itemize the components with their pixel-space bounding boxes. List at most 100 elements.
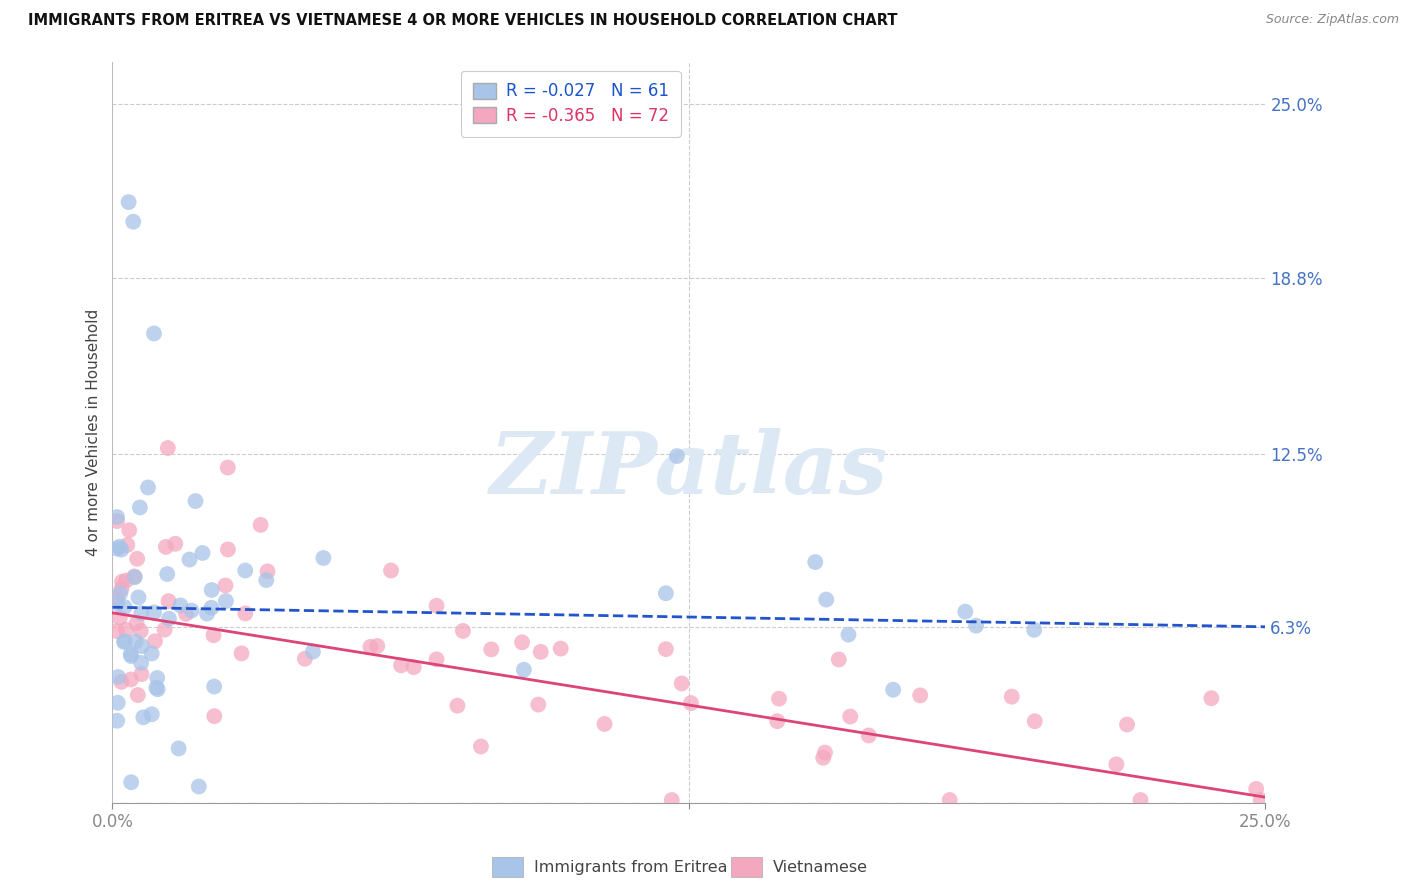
- Y-axis label: 4 or more Vehicles in Household: 4 or more Vehicles in Household: [86, 309, 101, 557]
- Point: [118, 523, 141, 537]
- Point: [882, 682, 904, 697]
- Point: [153, 623, 176, 637]
- Point: [527, 698, 550, 712]
- Point: [425, 652, 447, 666]
- Text: IMMIGRANTS FROM ERITREA VS VIETNAMESE 4 OR MORE VEHICLES IN HOUSEHOLD CORRELATIO: IMMIGRANTS FROM ERITREA VS VIETNAMESE 4 …: [28, 13, 897, 29]
- Point: [120, 648, 142, 663]
- Point: [117, 195, 139, 210]
- Point: [124, 569, 146, 583]
- Point: [120, 673, 142, 687]
- Point: [127, 688, 149, 702]
- Point: [938, 793, 960, 807]
- Point: [105, 510, 128, 524]
- Point: [813, 750, 835, 764]
- Point: [105, 714, 128, 728]
- Point: [302, 645, 325, 659]
- Point: [141, 707, 163, 722]
- Point: [451, 624, 474, 638]
- Point: [132, 710, 155, 724]
- Text: ZIPatlas: ZIPatlas: [489, 428, 889, 511]
- Point: [174, 607, 197, 621]
- Point: [143, 326, 166, 341]
- Point: [1129, 793, 1152, 807]
- Point: [1024, 714, 1046, 729]
- Point: [108, 540, 131, 554]
- Point: [655, 642, 678, 657]
- Point: [124, 570, 146, 584]
- Point: [294, 651, 316, 665]
- Point: [766, 714, 789, 728]
- Point: [187, 780, 209, 794]
- Point: [530, 645, 553, 659]
- Point: [217, 542, 239, 557]
- Point: [105, 514, 128, 528]
- Point: [129, 606, 152, 620]
- Point: [131, 639, 153, 653]
- Point: [114, 634, 136, 648]
- Point: [195, 607, 218, 621]
- Point: [157, 612, 180, 626]
- Text: Immigrants from Eritrea: Immigrants from Eritrea: [534, 861, 728, 875]
- Point: [1105, 757, 1128, 772]
- Point: [105, 596, 128, 610]
- Point: [105, 591, 128, 605]
- Point: [768, 691, 790, 706]
- Point: [128, 500, 150, 515]
- Point: [117, 538, 139, 552]
- Point: [655, 586, 678, 600]
- Point: [201, 582, 224, 597]
- Point: [156, 441, 179, 455]
- Point: [312, 551, 335, 566]
- Point: [105, 541, 128, 556]
- Point: [965, 618, 987, 632]
- Point: [110, 582, 132, 596]
- Point: [129, 624, 152, 638]
- Point: [215, 594, 238, 608]
- Point: [110, 674, 132, 689]
- Point: [141, 647, 163, 661]
- Point: [1244, 781, 1267, 796]
- Point: [661, 793, 683, 807]
- Point: [120, 647, 142, 661]
- Point: [202, 709, 225, 723]
- Point: [202, 628, 225, 642]
- Point: [167, 741, 190, 756]
- Point: [115, 574, 138, 588]
- Point: [127, 591, 149, 605]
- Point: [828, 652, 851, 666]
- Point: [1024, 623, 1046, 637]
- Point: [107, 670, 129, 684]
- Point: [146, 682, 169, 697]
- Point: [425, 599, 447, 613]
- Point: [815, 592, 838, 607]
- Legend: R = -0.027   N = 61, R = -0.365   N = 72: R = -0.027 N = 61, R = -0.365 N = 72: [461, 70, 681, 136]
- Point: [366, 639, 388, 653]
- Point: [111, 574, 134, 589]
- Point: [839, 709, 862, 723]
- Point: [804, 555, 827, 569]
- Point: [837, 627, 859, 641]
- Point: [470, 739, 492, 754]
- Point: [214, 578, 236, 592]
- Point: [256, 565, 278, 579]
- Point: [107, 696, 129, 710]
- Point: [143, 606, 166, 620]
- Point: [955, 605, 977, 619]
- Point: [231, 646, 253, 660]
- Point: [1250, 793, 1272, 807]
- Point: [858, 729, 880, 743]
- Point: [108, 611, 131, 625]
- Point: [202, 680, 225, 694]
- Point: [249, 517, 271, 532]
- Point: [217, 460, 239, 475]
- Point: [510, 635, 533, 649]
- Point: [446, 698, 468, 713]
- Point: [1201, 691, 1223, 706]
- Point: [146, 671, 169, 685]
- Point: [1116, 717, 1139, 731]
- Point: [479, 642, 502, 657]
- Point: [125, 634, 148, 648]
- Point: [165, 537, 187, 551]
- Point: [125, 616, 148, 631]
- Point: [127, 551, 149, 566]
